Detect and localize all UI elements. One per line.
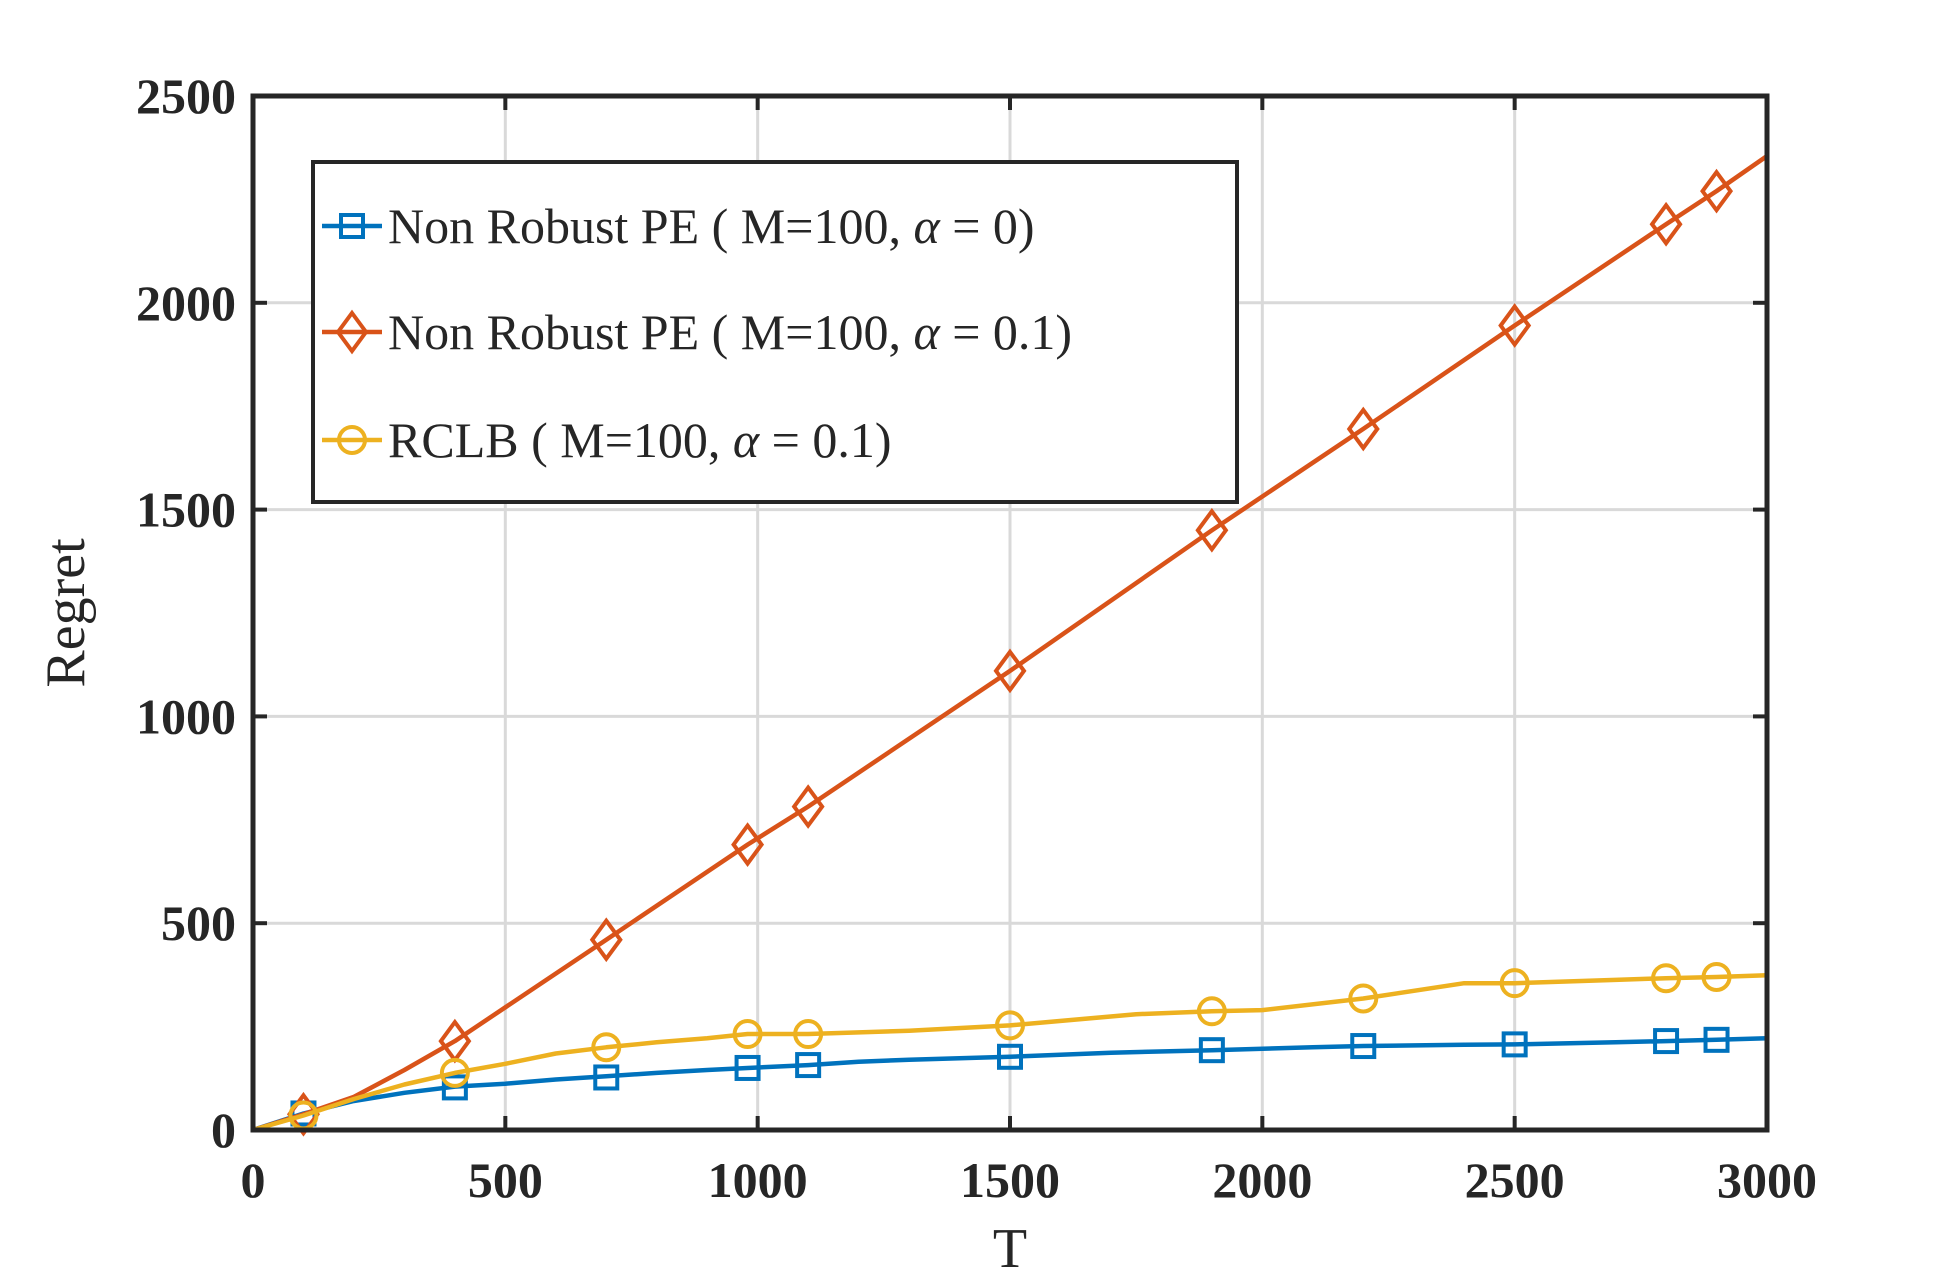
x-tick-label: 500: [468, 1152, 543, 1208]
series-layer: [250, 153, 1770, 1137]
data-point-marker: [1498, 303, 1532, 348]
series-line: [250, 153, 1770, 1133]
data-point-marker: [1195, 507, 1229, 553]
data-point-marker: [593, 1064, 620, 1091]
legend-swatch-marker: [337, 425, 367, 455]
data-point-marker: [731, 822, 765, 867]
x-axis-label: T: [993, 1218, 1027, 1280]
data-point-marker: [734, 1054, 761, 1081]
x-tick-label: 0: [241, 1152, 266, 1208]
legend-label: RCLB ( M=100, α = 0.1): [388, 412, 892, 468]
y-tick-label: 1500: [136, 482, 236, 538]
legend-entry: Non Robust PE ( M=100, α = 0): [322, 198, 1035, 254]
data-point-marker: [791, 784, 825, 829]
data-point-marker: [1348, 983, 1379, 1014]
data-point-marker: [589, 917, 623, 963]
legend-label-math: α: [913, 198, 941, 254]
legend-label-suffix: = 0): [940, 198, 1035, 254]
data-point-marker: [1653, 1028, 1680, 1055]
legend-label-math: α: [913, 304, 941, 360]
y-tick-label: 0: [211, 1102, 236, 1158]
legend-label-suffix: = 0.1): [940, 304, 1072, 360]
data-point-marker: [997, 1043, 1023, 1070]
axis-ticks: [251, 94, 1769, 1132]
data-point-marker: [732, 1019, 763, 1050]
data-point-marker: [1703, 1026, 1730, 1053]
data-point-marker: [1700, 168, 1734, 214]
x-tick-label: 2500: [1465, 1152, 1565, 1208]
data-point-marker: [795, 1052, 822, 1079]
grid-lines: [253, 96, 1767, 1130]
tick-labels: 0 500 1000 1500 2000 2500 3000 0 500 1000 1500 2000…: [136, 68, 1817, 1208]
legend-label-prefix: RCLB ( M=100,: [388, 412, 733, 468]
x-tick-label: 1000: [708, 1152, 808, 1208]
y-tick-label: 500: [161, 895, 236, 951]
x-tick-label: 2000: [1212, 1152, 1312, 1208]
series-line: [250, 973, 1770, 1133]
legend-box: [311, 160, 1239, 504]
x-tick-label: 1500: [960, 1152, 1060, 1208]
legend-entry: RCLB ( M=100, α = 0.1): [322, 412, 892, 468]
legend-swatch-marker: [335, 309, 369, 355]
data-point-marker: [1649, 201, 1683, 247]
series-diamond: [250, 153, 1770, 1137]
data-point-marker: [441, 1074, 468, 1101]
data-point-marker: [1701, 961, 1732, 992]
data-point-marker: [1196, 996, 1227, 1027]
data-point-marker: [995, 1010, 1025, 1041]
legend-label-prefix: Non Robust PE ( M=100,: [388, 304, 913, 360]
legend-entry: Non Robust PE ( M=100, α = 0.1): [322, 304, 1072, 360]
data-point-marker: [1501, 1031, 1528, 1058]
data-point-marker: [993, 648, 1027, 694]
data-point-marker: [1350, 1033, 1377, 1060]
data-point-marker: [793, 1019, 824, 1050]
y-axis-label: Regret: [35, 538, 97, 688]
data-point-marker: [439, 1057, 470, 1088]
data-point-marker: [1198, 1037, 1225, 1064]
y-tick-label: 1000: [136, 688, 236, 744]
data-point-marker: [1651, 963, 1682, 994]
y-tick-label: 2000: [136, 275, 236, 331]
data-point-marker: [1499, 968, 1530, 999]
legend-label-suffix: = 0.1): [759, 412, 891, 468]
legend-swatch-marker: [339, 213, 365, 239]
legend-label: Non Robust PE ( M=100, α = 0): [388, 198, 1035, 254]
y-tick-label: 2500: [136, 68, 236, 124]
x-tick-label: 3000: [1717, 1152, 1817, 1208]
legend: Non Robust PE ( M=100, α = 0)Non Robust …: [311, 160, 1239, 504]
legend-label-prefix: Non Robust PE ( M=100,: [388, 198, 913, 254]
data-point-marker: [591, 1032, 622, 1063]
legend-label-math: α: [733, 412, 761, 468]
data-point-marker: [1346, 406, 1380, 452]
legend-label: Non Robust PE ( M=100, α = 0.1): [388, 304, 1072, 360]
